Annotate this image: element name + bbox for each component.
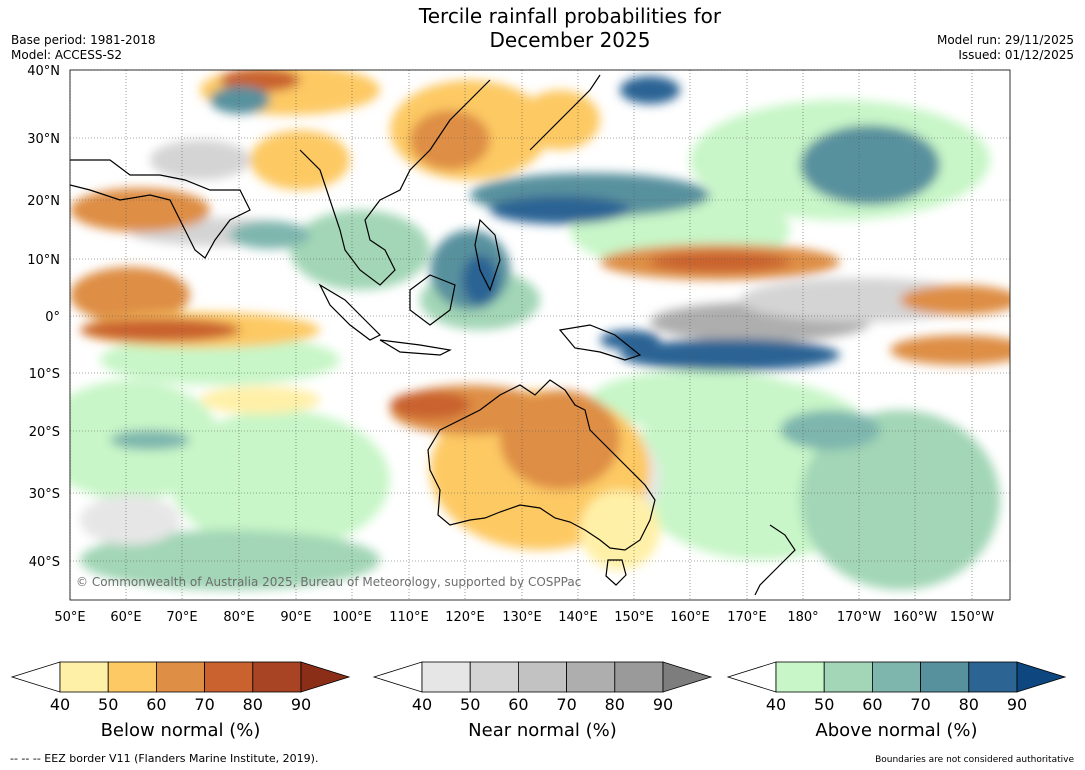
- legend-3: 40 50 60 70 80 90 Above normal (%): [726, 661, 1067, 741]
- graticule: [69, 69, 1010, 600]
- probability-field: [70, 70, 1010, 600]
- lon-label: 170°W: [837, 610, 881, 625]
- issued-date: Issued: 01/12/2025: [958, 48, 1074, 62]
- legend-swatch: [614, 661, 664, 693]
- legend-swatch: [300, 661, 351, 693]
- model-run: Model run: 29/11/2025: [936, 33, 1074, 47]
- map-frame: [69, 69, 1011, 601]
- legend-tick: 70: [556, 695, 576, 714]
- legend-tick: 80: [959, 695, 979, 714]
- coastlines: [70, 74, 796, 596]
- legend-label: Below normal (%): [101, 720, 261, 741]
- legend-tick: 50: [98, 695, 118, 714]
- lon-label: 160°W: [893, 610, 937, 625]
- lon-label: 70°E: [166, 610, 197, 625]
- legend-swatch: [662, 661, 713, 693]
- lat-label: 40°N: [27, 64, 60, 79]
- legend-swatch: [469, 661, 519, 693]
- legend-colorbars: 40 50 60 70 80 90 Below normal (%) 40 50 60 70 80 90…: [10, 661, 1067, 741]
- legend-swatch: [204, 661, 254, 693]
- legend-swatch: [252, 661, 302, 693]
- title-line-1: Tercile rainfall probabilities for: [418, 4, 722, 28]
- lon-label: 150°W: [950, 610, 994, 625]
- legend-tick: 40: [50, 695, 70, 714]
- lon-label: 90°E: [280, 610, 311, 625]
- lon-label: 170°E: [727, 610, 767, 625]
- longitude-labels: 50°E 60°E 70°E 80°E 90°E 100°E 110°E 120°E 130°E…: [54, 610, 994, 625]
- lon-label: 110°E: [389, 610, 429, 625]
- base-period: Base period: 1981-2018: [11, 33, 156, 47]
- legend-swatch: [726, 661, 777, 693]
- legend-tick: 40: [766, 695, 786, 714]
- title-line-2: December 2025: [489, 28, 651, 52]
- lon-label: 50°E: [54, 610, 85, 625]
- legend-tick: 90: [291, 695, 311, 714]
- legend-swatch: [155, 661, 205, 693]
- legend-swatch: [566, 661, 616, 693]
- legend-swatch: [10, 661, 61, 693]
- lon-label: 140°E: [558, 610, 598, 625]
- legend-tick: 70: [910, 695, 930, 714]
- boundaries-note: Boundaries are not considered authoritat…: [875, 755, 1074, 765]
- lat-label: 30°N: [27, 132, 60, 147]
- lat-label: 40°S: [29, 555, 60, 570]
- legend-2: 40 50 60 70 80 90 Near normal (%): [372, 661, 713, 741]
- legend-tick: 80: [605, 695, 625, 714]
- latitude-labels: 40°N 30°N 20°N 10°N 0° 10°S 20°S 30°S 40°S: [27, 64, 60, 570]
- copyright-text: © Commonwealth of Australia 2025, Bureau…: [76, 575, 581, 589]
- lat-label: 20°N: [27, 194, 60, 209]
- legend-label: Above normal (%): [815, 720, 977, 741]
- legend-swatch: [872, 661, 922, 693]
- lon-label: 130°E: [502, 610, 542, 625]
- legend-label: Near normal (%): [468, 720, 617, 741]
- legend-tick: 90: [1007, 695, 1027, 714]
- legend-tick: 60: [862, 695, 882, 714]
- legend-swatch: [518, 661, 568, 693]
- lon-label: 100°E: [332, 610, 372, 625]
- lon-label: 160°E: [670, 610, 710, 625]
- legend-tick: 40: [412, 695, 432, 714]
- legend-swatch: [1016, 661, 1067, 693]
- lat-label: 0°: [45, 310, 60, 325]
- legend-swatch: [107, 661, 157, 693]
- legend-tick: 90: [653, 695, 673, 714]
- lon-label: 80°E: [223, 610, 254, 625]
- legend-tick: 80: [243, 695, 263, 714]
- lat-label: 20°S: [29, 425, 60, 440]
- legend-swatch: [421, 661, 471, 693]
- legend-swatch: [823, 661, 873, 693]
- lon-label: 120°E: [445, 610, 485, 625]
- lon-label: 180°: [787, 610, 818, 625]
- chart-title: Tercile rainfall probabilities for Decem…: [340, 4, 800, 52]
- legend-tick: 50: [460, 695, 480, 714]
- legend-tick: 70: [194, 695, 214, 714]
- meta-right: Model run: 29/11/2025 Issued: 01/12/2025: [937, 33, 1074, 63]
- legend-swatch: [372, 661, 423, 693]
- legend-tick: 60: [146, 695, 166, 714]
- legend-swatch: [775, 661, 825, 693]
- lon-label: 60°E: [110, 610, 141, 625]
- legend-swatch: [59, 661, 109, 693]
- lat-label: 10°S: [29, 367, 60, 382]
- legend-1: 40 50 60 70 80 90 Below normal (%): [10, 661, 351, 741]
- meta-left: Base period: 1981-2018 Model: ACCESS-S2: [11, 33, 156, 63]
- legend-swatch: [968, 661, 1018, 693]
- lat-label: 10°N: [27, 253, 60, 268]
- lon-label: 150°E: [614, 610, 654, 625]
- legend-tick: 60: [508, 695, 528, 714]
- legend-swatch: [920, 661, 970, 693]
- legend-tick: 50: [814, 695, 834, 714]
- eez-note: -- -- -- EEZ border V11 (Flanders Marine…: [10, 752, 319, 765]
- model-name: Model: ACCESS-S2: [11, 48, 123, 62]
- lat-label: 30°S: [29, 487, 60, 502]
